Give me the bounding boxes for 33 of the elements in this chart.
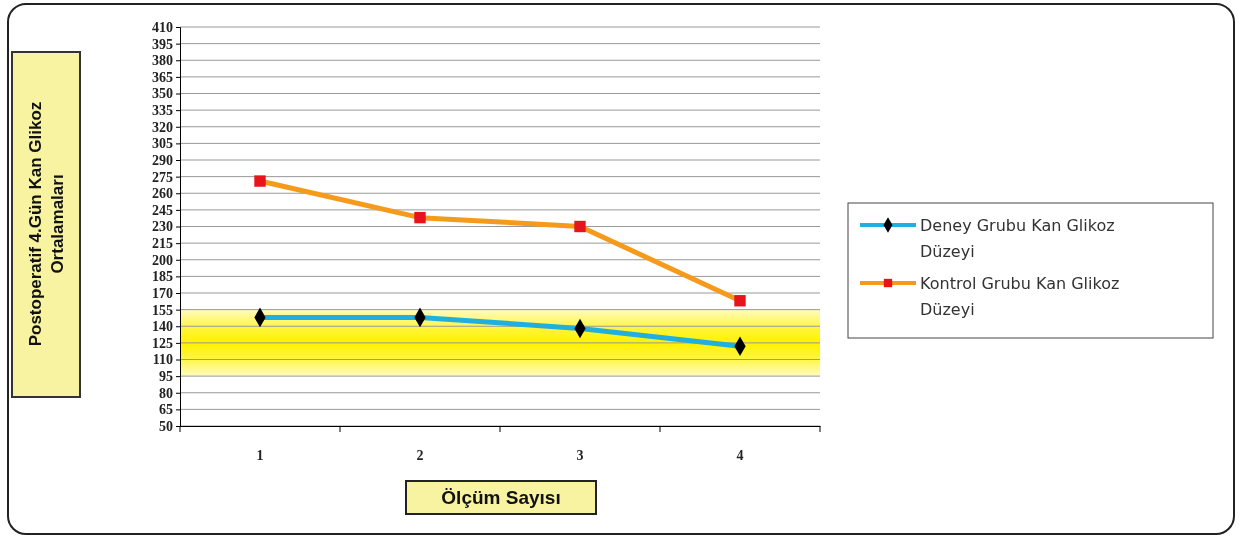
y-tick-label: 125 xyxy=(152,335,173,351)
y-tick-label: 155 xyxy=(152,302,173,318)
y-tick-label: 140 xyxy=(152,319,173,335)
x-tick-label: 1 xyxy=(256,447,264,463)
y-tick-label: 245 xyxy=(152,202,173,218)
y-tick-label: 260 xyxy=(152,186,173,202)
y-tick-label: 275 xyxy=(152,169,173,185)
y-tick-label: 95 xyxy=(159,369,173,385)
x-tick-label: 2 xyxy=(416,447,424,463)
y-tick-label: 290 xyxy=(152,152,173,168)
y-tick-label: 230 xyxy=(152,219,173,235)
y-axis-title: Postoperatif 4.Gün Kan Glikoz Ortalamaları xyxy=(26,101,67,347)
y-tick-label: 110 xyxy=(152,352,173,368)
y-tick-label: 170 xyxy=(152,285,173,301)
x-axis-title: Ölçüm Sayısı xyxy=(441,487,561,508)
y-tick-label: 320 xyxy=(152,119,173,135)
legend-label: Deney Grubu Kan Glikoz Düzeyi xyxy=(920,216,1115,261)
y-tick-label: 380 xyxy=(152,53,173,69)
y-tick-label: 365 xyxy=(152,69,173,85)
y-tick-label: 65 xyxy=(159,402,173,418)
y-tick-label: 350 xyxy=(152,86,173,102)
y-tick-label: 395 xyxy=(152,36,173,52)
y-tick-label: 50 xyxy=(159,418,173,434)
legend-label: Kontrol Grubu Kan Glikoz Düzeyi xyxy=(920,274,1120,319)
y-tick-label: 410 xyxy=(152,19,173,35)
y-tick-label: 185 xyxy=(152,269,173,285)
y-tick-label: 335 xyxy=(152,103,173,119)
y-tick-label: 215 xyxy=(152,236,173,252)
y-tick-label: 305 xyxy=(152,136,173,152)
x-tick-label: 3 xyxy=(576,447,584,463)
y-tick-label: 80 xyxy=(159,385,173,401)
y-tick-label: 200 xyxy=(152,252,173,268)
x-tick-label: 4 xyxy=(736,447,744,463)
